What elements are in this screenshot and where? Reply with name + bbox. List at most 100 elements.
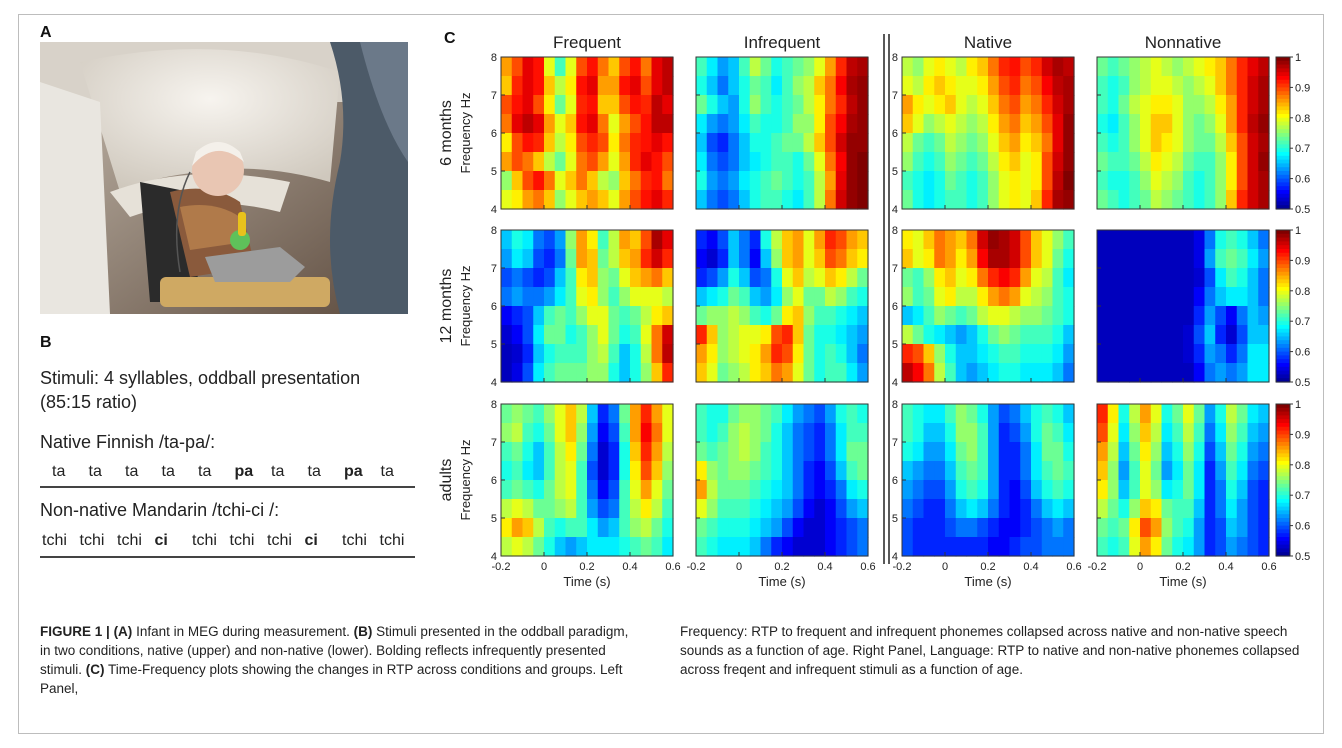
heatmap-cell — [966, 499, 978, 519]
heatmap-cell — [1258, 152, 1270, 172]
heatmap-cell — [640, 423, 653, 443]
heatmap-cell — [825, 114, 837, 134]
heatmap-cell — [1161, 95, 1173, 115]
heatmap-cell — [966, 249, 978, 269]
heatmap-cell — [1052, 306, 1064, 326]
heatmap-cell — [1052, 287, 1064, 307]
heatmap-cell — [1161, 537, 1173, 557]
colorbar-segment — [1276, 110, 1290, 115]
heatmap-cell — [977, 190, 989, 210]
heatmap-cell — [706, 230, 719, 250]
heatmap-cell — [902, 344, 914, 364]
heatmap-cell — [998, 537, 1011, 557]
heatmap-cell — [955, 76, 968, 96]
heatmap-cell — [608, 442, 620, 462]
colorbar-segment — [1276, 411, 1290, 416]
heatmap-cell — [1193, 114, 1206, 134]
heatmap-cell — [1150, 268, 1163, 288]
colorbar-segment — [1276, 552, 1290, 557]
heatmap-cell — [1172, 461, 1184, 481]
heatmap-cell — [1118, 325, 1130, 345]
heatmap-cell — [554, 363, 567, 383]
heatmap-cell — [630, 499, 642, 519]
heatmap-cell — [651, 190, 663, 210]
heatmap-cell — [749, 423, 762, 443]
colorbar-segment — [1276, 91, 1290, 96]
heatmap-cell — [782, 442, 794, 462]
colorbar-tick-label: 0.6 — [1295, 174, 1310, 186]
heatmap-cell — [576, 249, 588, 269]
heatmap-cell — [1009, 461, 1021, 481]
heatmap-cell — [1226, 363, 1238, 383]
heatmap-cell — [511, 249, 524, 269]
heatmap-cell — [1150, 190, 1163, 210]
heatmap-cell — [739, 325, 751, 345]
heatmap-cell — [576, 325, 588, 345]
colorbar-segment — [1276, 495, 1290, 500]
syllable: tchi — [267, 532, 292, 549]
heatmap-cell — [1020, 190, 1032, 210]
y-tick-label: 5 — [491, 513, 497, 525]
heatmap-cell — [760, 230, 772, 250]
heatmap-cell — [706, 249, 719, 269]
heatmap-cell — [749, 537, 762, 557]
x-tick-label: 0.6 — [665, 561, 680, 573]
syllable: tchi — [42, 532, 67, 549]
heatmap-cell — [522, 249, 534, 269]
y-tick-label: 4 — [491, 377, 497, 389]
colorbar-segment — [1276, 64, 1290, 69]
heatmap-cell — [988, 230, 1000, 250]
heatmap-cell — [760, 363, 772, 383]
heatmap-cell — [923, 133, 935, 153]
syllable: ta — [198, 463, 212, 480]
heatmap-cell — [1129, 152, 1141, 172]
y-tick-label: 4 — [892, 551, 898, 563]
heatmap-cell — [1020, 152, 1032, 172]
caption-a-mark: (A) — [113, 624, 133, 639]
heatmap-cell — [630, 461, 642, 481]
colorbar-border — [1275, 56, 1291, 210]
heatmap-cell — [1063, 190, 1075, 210]
heatmap-cell — [803, 480, 815, 500]
heatmap-cell — [1183, 499, 1195, 519]
heatmap-cell — [1041, 363, 1054, 383]
colorbar-segment — [1276, 442, 1290, 447]
heatmap-cell — [619, 480, 631, 500]
heatmap-cell — [1129, 306, 1141, 326]
heatmap-cell — [608, 230, 620, 250]
heatmap-cell — [651, 268, 663, 288]
heatmap-cell — [1031, 480, 1043, 500]
heatmap-cell — [1247, 133, 1259, 153]
heatmap-cell — [717, 268, 729, 288]
heatmap-cell — [934, 249, 946, 269]
heatmap-cell — [1031, 325, 1043, 345]
colorbar-segment — [1276, 121, 1290, 126]
heatmap-cell — [1009, 325, 1021, 345]
heatmap-cell — [1020, 171, 1032, 191]
heatmap-cell — [792, 404, 805, 424]
heatmap-cell — [651, 518, 663, 538]
heatmap-cell — [760, 76, 772, 96]
heatmap-cell — [565, 499, 577, 519]
heatmap-cell — [1009, 171, 1021, 191]
heatmap-cell — [966, 95, 978, 115]
heatmap-cell — [597, 57, 610, 77]
heatmap-cell — [1161, 518, 1173, 538]
heatmap-cell — [846, 423, 858, 443]
heatmap-cell — [1140, 268, 1152, 288]
heatmap-cell — [1097, 268, 1109, 288]
heatmap-cell — [522, 268, 534, 288]
colorbar-segment — [1276, 241, 1290, 246]
heatmap-cell — [576, 461, 588, 481]
heatmap-cell — [662, 499, 674, 519]
heatmap-cell — [825, 95, 837, 115]
heatmap-cell — [1140, 537, 1152, 557]
heatmap-cell — [597, 133, 610, 153]
heatmap-cell — [1204, 423, 1216, 443]
heatmap-cell — [782, 423, 794, 443]
heatmap-cell — [728, 230, 740, 250]
nonnative-rule — [40, 556, 415, 558]
heatmap-cell — [1052, 518, 1064, 538]
heatmap-cell — [640, 363, 653, 383]
x-tick-label: 0.4 — [1218, 561, 1233, 573]
